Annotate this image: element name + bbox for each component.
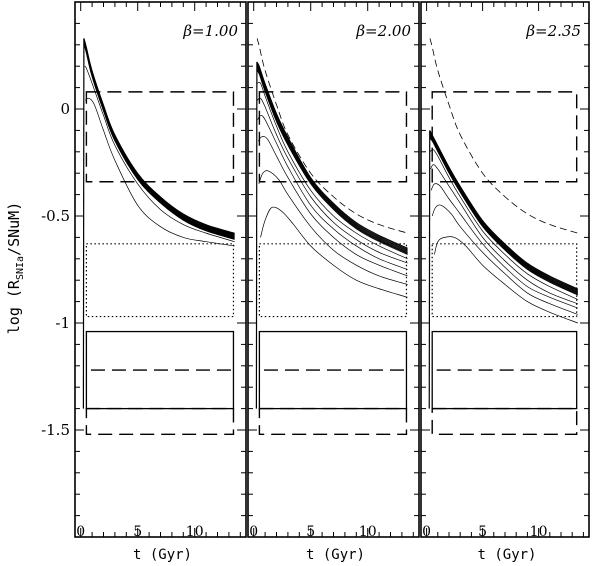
model-curve [256, 61, 408, 249]
panel-2: 0 5 10 t (Gyr) β=2.00 [247, 1, 420, 563]
obs-dashed-box [431, 91, 578, 183]
initial-spike [82, 38, 85, 409]
beta-label: β=2.00 [355, 22, 411, 40]
model-curve-lower [84, 65, 235, 243]
x-tick-label: 5 [306, 524, 315, 540]
x-axis-label: t (Gyr) [306, 547, 365, 563]
model-curve [83, 39, 235, 235]
panel-3: 0 5 10 t (Gyr) β=2.35 [420, 1, 590, 563]
y-axis-label-main: log (R [5, 279, 23, 334]
reference-curve-beta1 [256, 38, 408, 234]
model-curve [429, 133, 578, 292]
model-curve [429, 137, 578, 295]
model-curve [429, 137, 578, 295]
model-curve [83, 40, 235, 236]
beta-label: β=1.00 [182, 22, 238, 40]
model-curve [83, 39, 235, 235]
x-tick-label: 10 [530, 524, 548, 540]
model-curve [83, 38, 235, 234]
initial-spike [428, 130, 431, 409]
model-curve-lower [430, 183, 578, 309]
model-curve [429, 135, 578, 294]
y-axis-label-subscript: SNIa [15, 256, 26, 280]
x-tick-label: 10 [186, 524, 204, 540]
obs-dashed-box [85, 91, 235, 183]
model-curve [83, 39, 235, 235]
model-curve [83, 43, 235, 239]
model-curve [83, 44, 235, 240]
model-curve [256, 64, 408, 251]
model-curve [429, 130, 578, 290]
model-curve-lower [258, 170, 408, 285]
model-curve-lower [429, 149, 578, 300]
x-tick-label: 0 [422, 524, 431, 540]
model-curve [429, 132, 578, 291]
obs-lower-dashed-box [258, 407, 408, 435]
model-curve-lower [85, 97, 235, 247]
y-tick-label: -1 [55, 314, 70, 332]
initial-spike [255, 61, 258, 409]
obs-lower-dashed-box [431, 407, 578, 435]
obs-dashed-box [258, 91, 408, 183]
model-curve [429, 138, 578, 296]
y-axis-label: log (RSNIa/SNuM) [5, 202, 26, 334]
panel-frame [74, 1, 247, 538]
x-tick-label: 10 [359, 524, 377, 540]
panels-layer: 0 5 10 t (Gyr) 0 -0.5 -1 -1.5 β=1.00 0 5 10 t (Gyr) β… [41, 1, 590, 563]
model-curve [83, 40, 235, 236]
x-tick-label: 5 [478, 524, 487, 540]
model-curve [83, 38, 235, 234]
model-curve [429, 131, 578, 290]
model-curve-lower [434, 236, 578, 324]
y-tick-label: -0.5 [41, 207, 70, 225]
obs-dotted-box [85, 243, 235, 318]
model-curve [429, 134, 578, 293]
panel-frame [420, 1, 590, 538]
model-curve-lower [257, 115, 408, 270]
x-axis-label: t (Gyr) [477, 547, 536, 563]
model-curve [256, 66, 408, 252]
beta-label: β=2.35 [525, 22, 581, 40]
model-curve-lower [260, 206, 408, 298]
model-curve [256, 70, 408, 255]
obs-lower-dashed-box [85, 407, 235, 435]
model-curve-lower [430, 164, 578, 305]
model-curve [256, 67, 408, 253]
model-curve [429, 134, 578, 292]
y-tick-label: 0 [60, 100, 70, 118]
model-curve-lower [256, 97, 408, 264]
panel-frame [247, 1, 420, 538]
model-curve [83, 44, 235, 240]
model-curve-lower [257, 82, 408, 260]
model-curve [256, 65, 408, 252]
model-curve-lower [257, 136, 408, 277]
obs-dotted-box [258, 243, 408, 318]
x-tick-label: 0 [249, 524, 258, 540]
x-tick-label: 0 [76, 524, 85, 540]
panel-1: 0 5 10 t (Gyr) 0 -0.5 -1 -1.5 β=1.00 [41, 1, 247, 563]
x-tick-label: 5 [133, 524, 142, 540]
x-axis-label: t (Gyr) [133, 547, 192, 563]
y-axis-label-tail: /SNuM) [5, 202, 23, 256]
model-curve-lower [431, 204, 578, 315]
model-curve [256, 68, 408, 254]
y-tick-label: -1.5 [41, 421, 70, 439]
model-curve [83, 43, 235, 240]
reference-curve-beta1 [429, 38, 578, 234]
model-curve [83, 40, 235, 237]
